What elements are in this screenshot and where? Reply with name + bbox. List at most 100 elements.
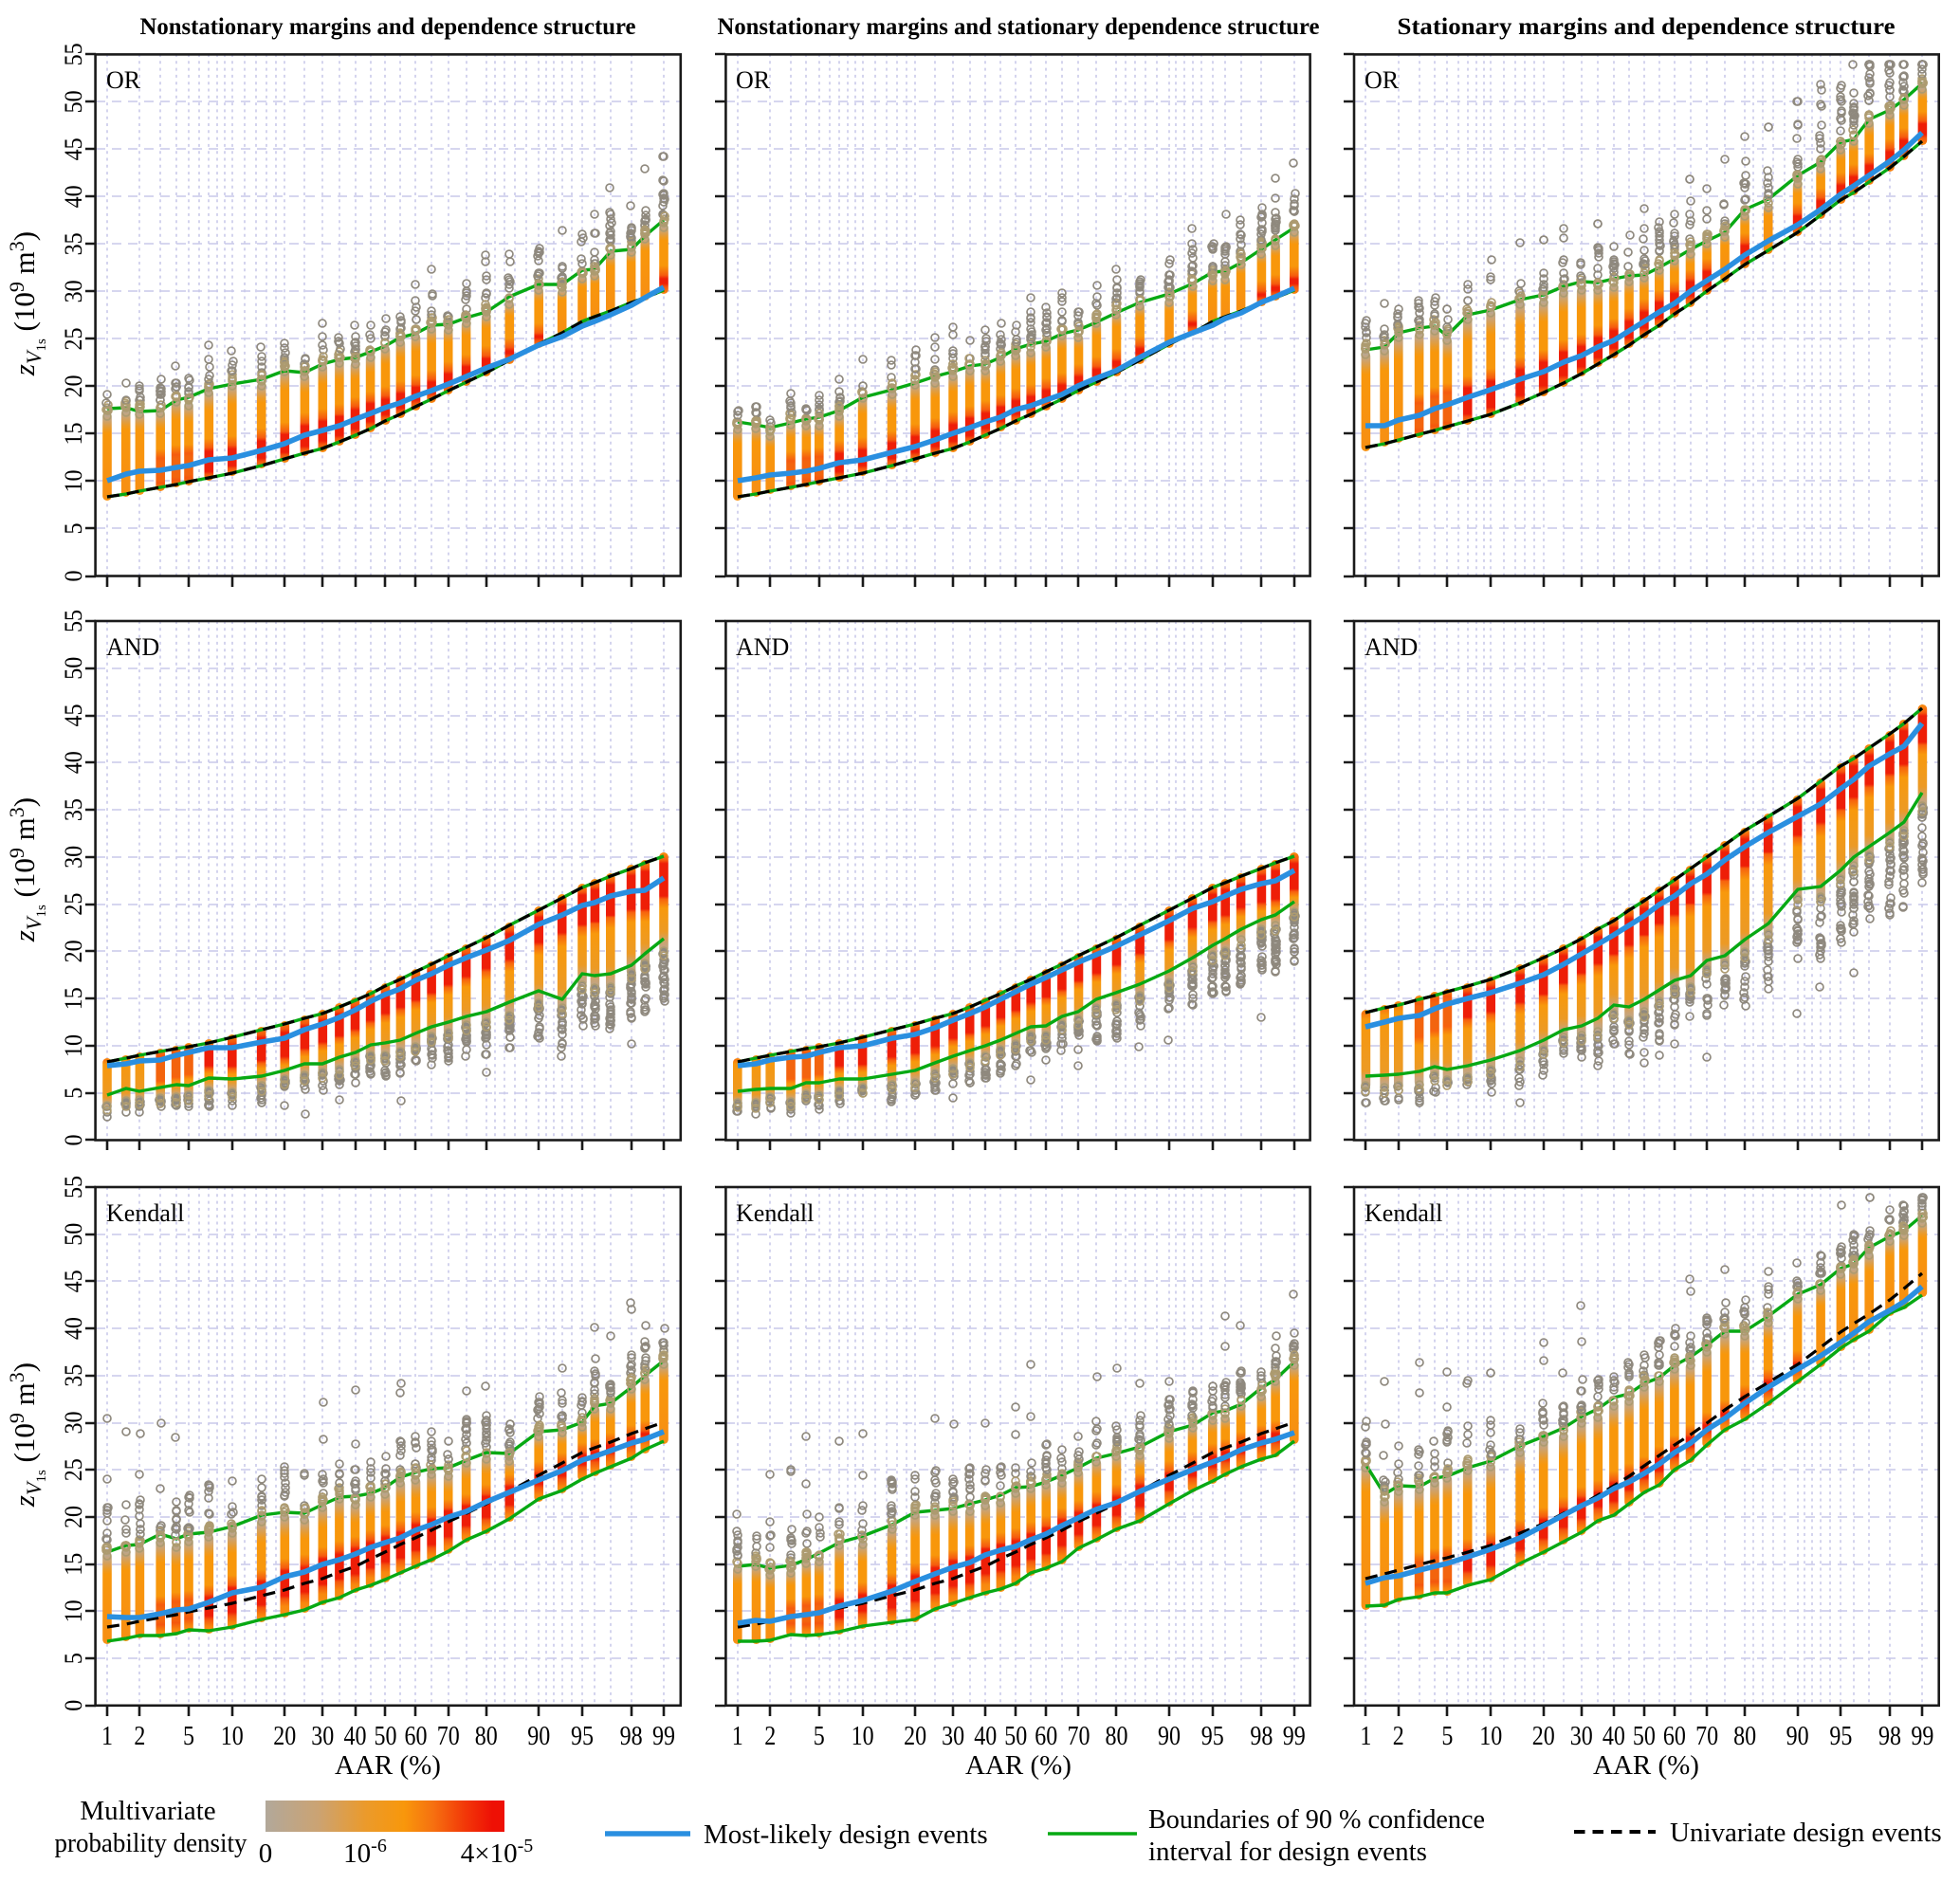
svg-text:20: 20 xyxy=(59,940,87,962)
svg-text:35: 35 xyxy=(59,798,87,821)
svg-text:90: 90 xyxy=(527,1721,550,1751)
svg-text:Kendall: Kendall xyxy=(1365,1199,1442,1227)
svg-text:98: 98 xyxy=(620,1721,643,1751)
svg-text:Kendall: Kendall xyxy=(736,1199,814,1227)
svg-text:AND: AND xyxy=(1365,633,1418,661)
svg-text:OR: OR xyxy=(736,66,771,94)
svg-text:90: 90 xyxy=(1786,1721,1809,1751)
svg-text:15: 15 xyxy=(59,1553,87,1576)
svg-text:AND: AND xyxy=(106,633,159,661)
svg-text:35: 35 xyxy=(59,232,87,255)
svg-text:20: 20 xyxy=(904,1721,926,1751)
svg-text:10: 10 xyxy=(852,1721,874,1751)
svg-text:AAR (%): AAR (%) xyxy=(1593,1750,1699,1781)
svg-text:30: 30 xyxy=(59,280,87,302)
svg-text:50: 50 xyxy=(59,90,87,113)
svg-text:50: 50 xyxy=(375,1721,397,1751)
svg-text:10: 10 xyxy=(221,1721,244,1751)
svg-text:35: 35 xyxy=(59,1364,87,1387)
svg-text:50: 50 xyxy=(59,1223,87,1246)
svg-text:5: 5 xyxy=(183,1721,194,1751)
svg-text:5: 5 xyxy=(814,1721,825,1751)
svg-text:30: 30 xyxy=(1570,1721,1593,1751)
svg-text:AAR (%): AAR (%) xyxy=(965,1750,1072,1781)
svg-text:50: 50 xyxy=(1004,1721,1027,1751)
svg-text:30: 30 xyxy=(942,1721,964,1751)
svg-text:55: 55 xyxy=(59,1176,87,1198)
svg-text:10: 10 xyxy=(59,470,87,493)
svg-text:40: 40 xyxy=(59,185,87,208)
svg-text:99: 99 xyxy=(652,1721,675,1751)
svg-text:Stationary margins and depende: Stationary margins and dependence struct… xyxy=(1398,14,1896,40)
svg-text:30: 30 xyxy=(59,846,87,868)
svg-text:Nonstationary margins and depe: Nonstationary margins and dependence str… xyxy=(140,14,636,40)
svg-text:Nonstationary margins and stat: Nonstationary margins and stationary dep… xyxy=(718,14,1320,40)
svg-text:45: 45 xyxy=(59,704,87,727)
svg-text:40: 40 xyxy=(974,1721,997,1751)
svg-text:95: 95 xyxy=(1201,1721,1224,1751)
svg-text:90: 90 xyxy=(1158,1721,1181,1751)
svg-text:zV1s (109 m3): zV1s (109 m3) xyxy=(5,797,49,942)
svg-text:10: 10 xyxy=(59,1034,87,1057)
svg-text:40: 40 xyxy=(344,1721,367,1751)
svg-text:60: 60 xyxy=(1663,1721,1686,1751)
svg-text:0: 0 xyxy=(59,1135,87,1146)
svg-text:2: 2 xyxy=(134,1721,145,1751)
svg-text:probability density: probability density xyxy=(55,1828,247,1858)
svg-text:1: 1 xyxy=(101,1721,113,1751)
svg-text:98: 98 xyxy=(1878,1721,1901,1751)
svg-text:55: 55 xyxy=(59,43,87,65)
svg-text:10: 10 xyxy=(1479,1721,1502,1751)
svg-text:1: 1 xyxy=(732,1721,743,1751)
svg-text:80: 80 xyxy=(1733,1721,1756,1751)
svg-text:25: 25 xyxy=(59,1458,87,1481)
svg-text:80: 80 xyxy=(1106,1721,1128,1751)
svg-text:interval for design events: interval for design events xyxy=(1148,1837,1427,1867)
svg-text:zV1s (109 m3): zV1s (109 m3) xyxy=(5,231,49,376)
svg-text:0: 0 xyxy=(59,571,87,582)
svg-text:95: 95 xyxy=(571,1721,594,1751)
svg-text:5: 5 xyxy=(59,523,87,535)
svg-text:55: 55 xyxy=(59,610,87,632)
svg-text:70: 70 xyxy=(437,1721,460,1751)
svg-text:99: 99 xyxy=(1283,1721,1306,1751)
svg-text:10: 10 xyxy=(59,1600,87,1622)
svg-text:25: 25 xyxy=(59,893,87,916)
svg-text:Univariate design events: Univariate design events xyxy=(1670,1818,1942,1848)
svg-text:2: 2 xyxy=(1393,1721,1404,1751)
svg-text:20: 20 xyxy=(1532,1721,1555,1751)
svg-text:2: 2 xyxy=(764,1721,776,1751)
svg-text:Boundaries of 90 % confidence: Boundaries of 90 % confidence xyxy=(1148,1804,1485,1835)
svg-text:0: 0 xyxy=(59,1700,87,1711)
svg-text:70: 70 xyxy=(1068,1721,1090,1751)
svg-text:0: 0 xyxy=(259,1838,273,1869)
svg-text:AND: AND xyxy=(736,633,789,661)
svg-text:20: 20 xyxy=(273,1721,296,1751)
svg-text:30: 30 xyxy=(59,1412,87,1435)
svg-text:60: 60 xyxy=(1035,1721,1057,1751)
svg-text:OR: OR xyxy=(106,66,141,94)
svg-text:45: 45 xyxy=(59,1270,87,1292)
svg-text:15: 15 xyxy=(59,987,87,1010)
svg-text:5: 5 xyxy=(59,1088,87,1099)
svg-text:zV1s (109 m3): zV1s (109 m3) xyxy=(5,1362,49,1508)
svg-text:5: 5 xyxy=(59,1653,87,1664)
svg-text:70: 70 xyxy=(1695,1721,1718,1751)
svg-text:80: 80 xyxy=(475,1721,498,1751)
svg-text:Most-likely design events: Most-likely design events xyxy=(704,1819,988,1850)
svg-text:1: 1 xyxy=(1360,1721,1371,1751)
svg-text:40: 40 xyxy=(59,751,87,774)
svg-text:20: 20 xyxy=(59,1506,87,1528)
svg-text:15: 15 xyxy=(59,423,87,446)
svg-text:20: 20 xyxy=(59,375,87,398)
svg-text:50: 50 xyxy=(59,657,87,680)
svg-text:AAR (%): AAR (%) xyxy=(335,1750,441,1781)
svg-text:Multivariate: Multivariate xyxy=(80,1796,215,1826)
svg-text:5: 5 xyxy=(1441,1721,1453,1751)
svg-text:OR: OR xyxy=(1365,66,1400,94)
svg-text:40: 40 xyxy=(59,1317,87,1340)
svg-text:25: 25 xyxy=(59,328,87,351)
svg-text:45: 45 xyxy=(59,137,87,160)
svg-text:Kendall: Kendall xyxy=(106,1199,184,1227)
svg-text:50: 50 xyxy=(1633,1721,1656,1751)
